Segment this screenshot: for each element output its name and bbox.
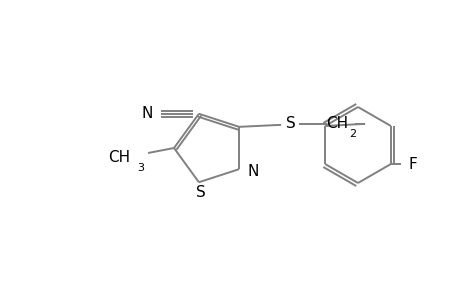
Text: 3: 3 [137,163,144,173]
Text: S: S [196,185,205,200]
Text: CH: CH [108,151,130,166]
Text: N: N [141,106,152,121]
Text: S: S [285,116,295,131]
Text: CH: CH [325,116,347,131]
Text: N: N [246,164,258,179]
Text: F: F [408,157,417,172]
Text: 2: 2 [349,129,356,139]
